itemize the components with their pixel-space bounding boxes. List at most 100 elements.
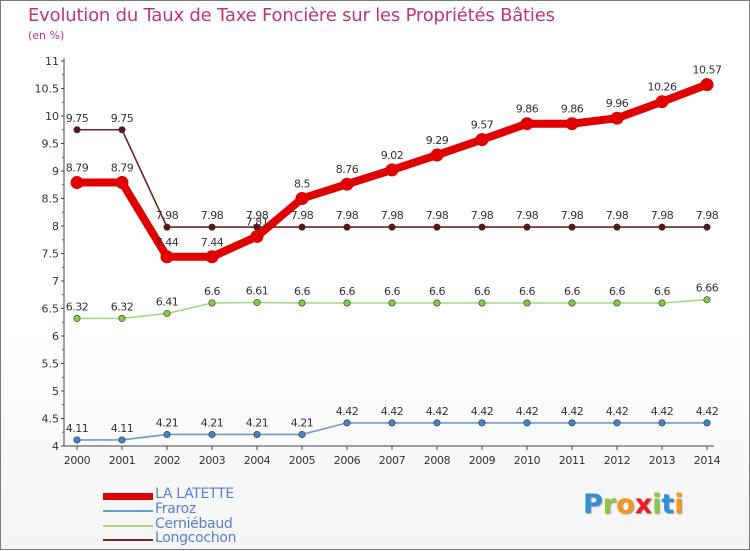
data-label-cerni-baud: 6.61 (246, 284, 269, 297)
data-point-fraroz (388, 419, 396, 427)
y-tick-label: 6 (52, 330, 59, 343)
legend-swatch-longcochon (103, 539, 153, 541)
data-label-la-latette: 8.5 (294, 178, 310, 191)
data-label-cerni-baud: 6.6 (564, 285, 580, 298)
data-label-cerni-baud: 6.6 (384, 285, 400, 298)
logo-letter: t (661, 489, 675, 520)
data-point-la-latette (250, 229, 264, 243)
data-point-cerni-baud (478, 299, 486, 307)
data-label-la-latette: 8.79 (111, 162, 134, 175)
data-label-longcochon: 7.98 (561, 209, 584, 222)
data-point-la-latette (205, 250, 219, 264)
data-label-la-latette: 7.44 (201, 236, 224, 249)
data-label-cerni-baud: 6.6 (654, 285, 670, 298)
data-label-cerni-baud: 6.6 (609, 285, 625, 298)
data-point-fraroz (613, 419, 621, 427)
logo-letter: o (616, 489, 635, 520)
data-point-cerni-baud (658, 299, 666, 307)
data-label-la-latette: 8.76 (336, 163, 359, 176)
y-tick-label: 5 (52, 385, 59, 398)
data-point-cerni-baud (298, 299, 306, 307)
data-point-cerni-baud (613, 299, 621, 307)
data-label-longcochon: 7.98 (696, 209, 719, 222)
data-point-la-latette (385, 163, 399, 177)
data-label-longcochon: 7.98 (156, 209, 179, 222)
data-label-fraroz: 4.42 (651, 405, 674, 418)
logo-letter: P (583, 489, 603, 520)
x-tick-label: 2001 (109, 454, 135, 467)
data-label-la-latette: 7.44 (156, 236, 179, 249)
data-label-fraroz: 4.21 (291, 416, 314, 429)
data-label-la-latette: 7.81 (246, 215, 269, 228)
data-point-cerni-baud (523, 299, 531, 307)
y-tick-label: 6.5 (42, 303, 60, 316)
data-label-longcochon: 7.98 (606, 209, 629, 222)
data-point-la-latette (295, 192, 309, 205)
data-label-fraroz: 4.42 (336, 405, 359, 418)
data-point-fraroz (343, 419, 351, 427)
data-label-la-latette: 9.29 (426, 134, 449, 147)
y-tick-label: 4 (52, 440, 59, 453)
data-point-fraroz (73, 436, 81, 444)
data-point-cerni-baud (118, 314, 126, 322)
data-point-fraroz (253, 430, 261, 438)
data-point-longcochon (298, 223, 306, 231)
x-tick-label: 2010 (514, 454, 541, 467)
data-point-cerni-baud (388, 299, 396, 307)
data-label-longcochon: 7.98 (246, 209, 269, 222)
chart-unit-label: (en %) (28, 29, 65, 42)
data-label-cerni-baud: 6.6 (204, 285, 220, 298)
legend-swatch-fraroz (103, 510, 153, 512)
x-tick-label: 2006 (334, 454, 361, 467)
data-label-cerni-baud: 6.66 (696, 282, 719, 295)
data-point-longcochon (208, 223, 216, 231)
logo-letter: i (652, 489, 662, 520)
data-point-la-latette (565, 117, 579, 131)
x-tick-label: 2012 (604, 454, 630, 467)
x-tick-label: 2000 (64, 454, 91, 467)
data-point-fraroz (703, 419, 711, 427)
data-label-fraroz: 4.11 (111, 422, 134, 435)
legend-label: Cerniébaud (155, 516, 233, 532)
y-tick-label: 5.5 (42, 358, 60, 371)
data-label-fraroz: 4.42 (516, 405, 539, 418)
data-label-cerni-baud: 6.32 (111, 300, 134, 313)
data-label-fraroz: 4.42 (606, 405, 629, 418)
data-point-la-latette (520, 117, 534, 131)
y-tick-label: 10.5 (35, 83, 60, 96)
data-label-fraroz: 4.42 (426, 405, 449, 418)
data-point-fraroz (568, 419, 576, 427)
x-tick-label: 2004 (244, 454, 271, 467)
data-label-fraroz: 4.21 (156, 416, 179, 429)
data-label-longcochon: 7.98 (516, 209, 539, 222)
logo-letter: i (674, 489, 684, 520)
data-point-cerni-baud (433, 299, 441, 307)
data-label-la-latette: 10.57 (693, 64, 722, 77)
y-tick-label: 9 (52, 165, 59, 178)
data-point-cerni-baud (73, 314, 81, 322)
data-point-la-latette (160, 250, 174, 264)
data-point-la-latette (655, 95, 669, 109)
data-point-longcochon (613, 223, 621, 231)
data-point-cerni-baud (208, 299, 216, 307)
data-label-cerni-baud: 6.6 (339, 285, 355, 298)
data-label-longcochon: 9.75 (66, 112, 89, 125)
data-label-longcochon: 7.98 (291, 209, 314, 222)
data-point-la-latette (430, 148, 444, 162)
logo-letter: x (634, 489, 653, 520)
data-point-fraroz (478, 419, 486, 427)
data-label-cerni-baud: 6.41 (156, 295, 179, 308)
data-label-longcochon: 7.98 (471, 209, 494, 222)
y-tick-label: 9.5 (42, 138, 60, 151)
data-label-la-latette: 9.96 (606, 97, 629, 110)
data-point-cerni-baud (163, 309, 171, 317)
data-label-longcochon: 7.98 (201, 209, 224, 222)
x-tick-label: 2003 (199, 454, 226, 467)
data-label-fraroz: 4.42 (561, 405, 584, 418)
data-point-longcochon (433, 223, 441, 231)
data-label-la-latette: 9.86 (516, 103, 539, 116)
x-tick-label: 2008 (424, 454, 451, 467)
y-tick-label: 8.5 (42, 193, 60, 206)
data-point-longcochon (658, 223, 666, 231)
